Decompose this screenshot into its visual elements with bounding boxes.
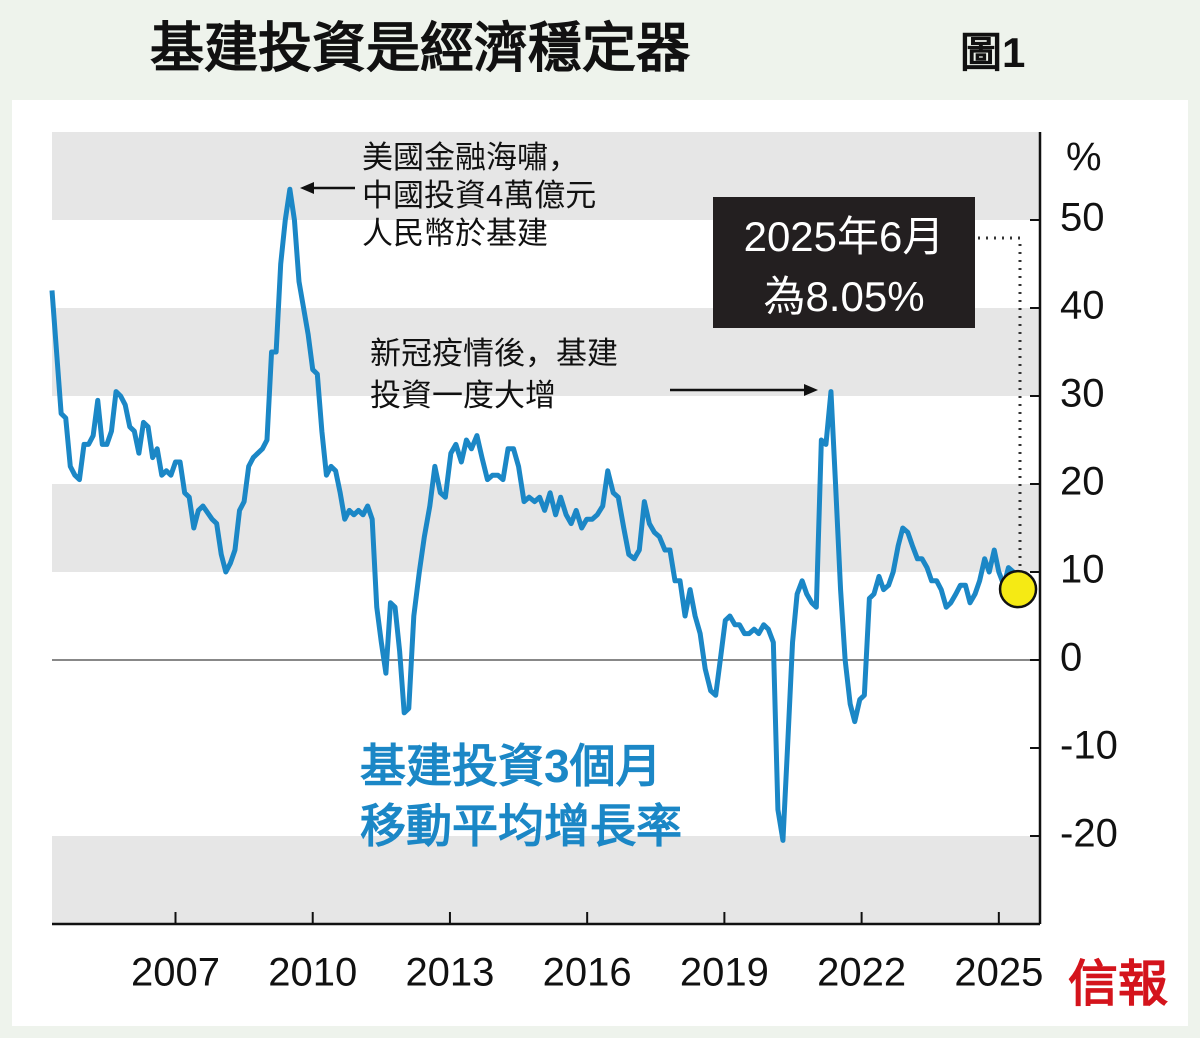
x-tick-label: 2019	[680, 951, 769, 995]
x-tick-label: 2016	[543, 951, 632, 995]
callout-box	[713, 197, 975, 328]
annotation: 2025年6月	[744, 213, 945, 260]
y-tick-label: -10	[1060, 724, 1118, 768]
chart-title: 基建投資是經濟穩定器	[150, 18, 691, 78]
x-tick-label: 2010	[268, 951, 357, 995]
band	[52, 396, 1040, 484]
arrow-head	[300, 182, 314, 194]
end-marker	[998, 569, 1038, 609]
line	[49, 186, 1021, 843]
y-tick-label: -20	[1060, 812, 1118, 856]
annotation: 美國金融海嘯，	[362, 140, 579, 175]
y-tick-label: 40	[1060, 284, 1105, 328]
annotation: 中國投資4萬億元	[362, 178, 596, 213]
annotation: 投資一度大增	[370, 378, 556, 413]
x-tick-label: 2007	[131, 951, 220, 995]
line-label: 基建投資3個月	[360, 740, 662, 792]
x-tick-label: 2013	[405, 951, 494, 995]
annotation: 新冠疫情後，基建	[370, 336, 618, 371]
annotation: 人民幣於基建	[362, 216, 548, 251]
annotation: 為8.05%	[763, 273, 924, 320]
callout-leader	[978, 236, 1022, 572]
source-logo: 信報	[1068, 954, 1168, 1013]
x-tick-label: 2022	[817, 951, 906, 995]
y-tick-label: 10	[1060, 548, 1105, 592]
figure-label: 圖1	[960, 29, 1025, 76]
arrow-head	[804, 384, 818, 396]
line-label: 移動平均增長率	[360, 800, 682, 852]
y-tick-label: 30	[1060, 372, 1105, 416]
band	[52, 572, 1040, 836]
x-tick-label: 2025	[954, 951, 1043, 995]
y-tick-label: 20	[1060, 460, 1105, 504]
y-tick-label: 50	[1060, 196, 1105, 240]
y-tick-label: 0	[1060, 636, 1082, 680]
y-unit: %	[1066, 136, 1102, 180]
